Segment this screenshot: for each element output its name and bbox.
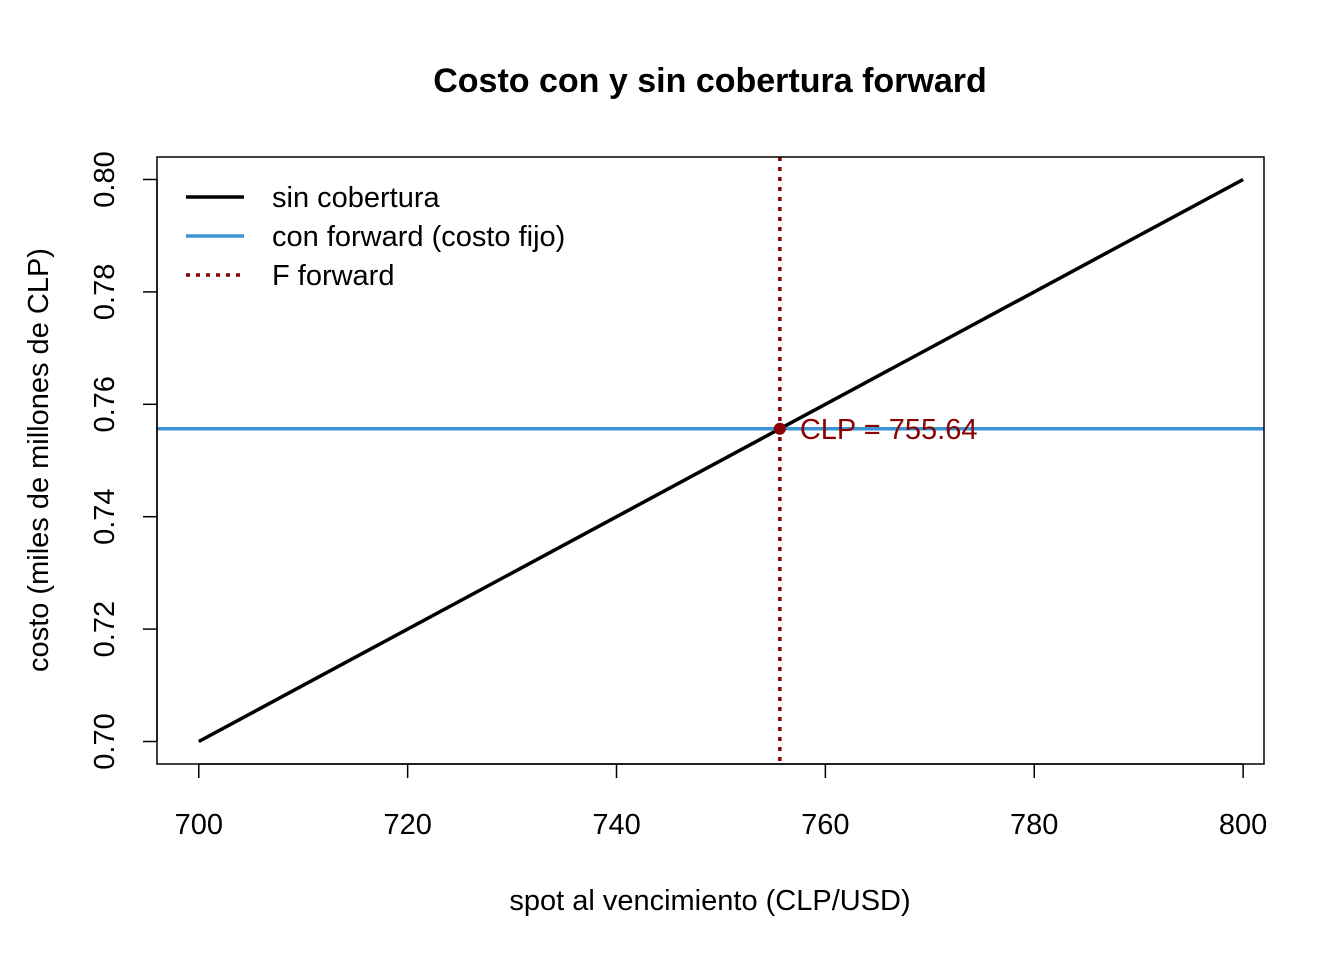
x-tick-label: 740: [592, 809, 640, 841]
x-tick-label: 720: [383, 809, 431, 841]
legend-label-2: con forward (costo fijo): [272, 221, 565, 253]
y-axis-title: costo (miles de millones de CLP): [23, 248, 55, 672]
legend: sin cobertura con forward (costo fijo) F f…: [186, 182, 565, 292]
x-axis: 700 720 740 760 780 800: [175, 763, 1267, 841]
y-tick-label: 0.70: [89, 713, 121, 769]
x-tick-label: 800: [1219, 809, 1267, 841]
y-axis: 0.70 0.72 0.74 0.76 0.78 0.80: [89, 151, 158, 770]
y-tick-label: 0.78: [89, 264, 121, 320]
y-tick-label: 0.80: [89, 151, 121, 207]
x-axis-title: spot al vencimiento (CLP/USD): [509, 885, 910, 917]
x-tick-label: 700: [175, 809, 223, 841]
x-tick-label: 760: [801, 809, 849, 841]
y-tick-label: 0.74: [89, 488, 121, 544]
annotation-layer: CLP = 755.64: [773, 414, 978, 446]
series-line-1: [197, 177, 1244, 744]
y-tick-label: 0.76: [89, 376, 121, 432]
chart-title: Costo con y sin cobertura forward: [433, 62, 987, 100]
legend-label-1: sin cobertura: [272, 182, 441, 214]
forward-point: [773, 422, 786, 435]
y-tick-label: 0.72: [89, 601, 121, 657]
legend-label-3: F forward: [272, 260, 394, 292]
annotation-label: CLP = 755.64: [800, 414, 978, 446]
x-tick-label: 780: [1010, 809, 1058, 841]
series-layer: [157, 157, 1264, 764]
